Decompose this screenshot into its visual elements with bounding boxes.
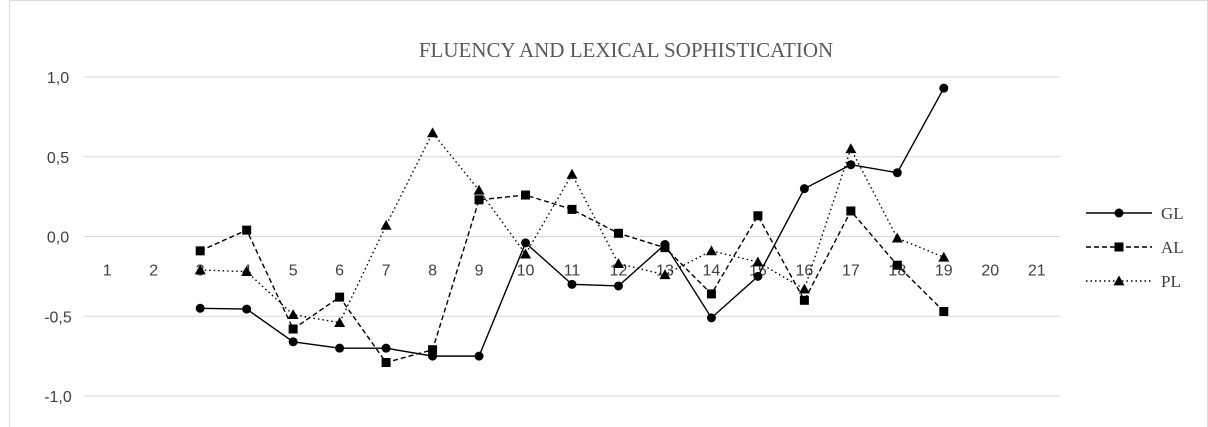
y-tick-label: 1,0 xyxy=(47,70,69,87)
x-tick-label: 20 xyxy=(981,263,999,280)
x-tick-label: 21 xyxy=(1028,263,1046,280)
y-tick-label: -1,0 xyxy=(44,389,72,406)
x-tick-label: 16 xyxy=(795,263,813,280)
data-point-pl xyxy=(520,248,532,259)
data-point-pl xyxy=(380,219,392,230)
data-point-al xyxy=(335,292,345,302)
legend-marker-gl xyxy=(1114,208,1124,218)
data-point-gl xyxy=(335,343,345,353)
data-point-al xyxy=(474,195,484,205)
x-tick-label: 5 xyxy=(289,263,298,280)
x-tick-label: 7 xyxy=(382,263,391,280)
data-point-al xyxy=(799,295,809,305)
series-group xyxy=(194,83,950,368)
data-point-pl xyxy=(752,256,764,267)
data-point-pl xyxy=(427,127,439,138)
data-point-al xyxy=(660,243,670,253)
legend: GL AL PL xyxy=(1086,204,1184,291)
y-tick-label: -0,5 xyxy=(44,309,72,326)
legend-item-gl: GL xyxy=(1086,204,1184,223)
legend-label-gl: GL xyxy=(1161,204,1184,223)
legend-item-pl: PL xyxy=(1086,272,1181,291)
data-point-pl xyxy=(241,266,253,276)
x-tick-label: 19 xyxy=(935,263,953,280)
data-point-al xyxy=(195,246,205,256)
data-point-al xyxy=(613,228,623,238)
data-point-gl xyxy=(613,281,623,291)
x-tick-label: 9 xyxy=(475,263,484,280)
data-point-al xyxy=(846,206,856,216)
y-tick-label: 0,0 xyxy=(47,230,69,247)
x-tick-label: 1 xyxy=(103,263,112,280)
data-point-al xyxy=(892,260,902,270)
data-point-pl xyxy=(334,317,346,328)
data-point-pl xyxy=(194,264,206,275)
data-point-al xyxy=(567,204,577,214)
y-axis-ticks: 1,0 0,5 0,0 -0,5 -1,0 xyxy=(44,70,72,406)
data-point-pl xyxy=(938,251,950,262)
x-tick-label: 14 xyxy=(703,263,721,280)
data-point-al xyxy=(521,190,531,200)
legend-item-al: AL xyxy=(1086,238,1184,257)
data-point-gl xyxy=(242,304,252,314)
data-point-pl xyxy=(798,283,810,294)
data-point-al xyxy=(753,211,763,221)
series-line-al xyxy=(199,194,945,364)
data-point-pl xyxy=(566,168,578,179)
data-point-pl xyxy=(891,232,903,243)
data-point-gl xyxy=(381,343,391,353)
x-tick-label: 10 xyxy=(517,263,535,280)
data-point-al xyxy=(381,358,391,368)
series-gl xyxy=(195,83,949,361)
x-tick-label: 2 xyxy=(149,263,158,280)
legend-label-pl: PL xyxy=(1161,272,1181,291)
data-point-gl xyxy=(521,238,531,248)
data-point-pl xyxy=(659,269,671,280)
data-point-al xyxy=(288,324,298,334)
gridlines xyxy=(84,76,1060,397)
x-tick-label: 8 xyxy=(428,263,437,280)
y-tick-label: 0,5 xyxy=(47,150,69,167)
data-point-gl xyxy=(892,168,902,178)
legend-marker-al xyxy=(1114,242,1124,252)
data-point-gl xyxy=(939,83,949,93)
data-point-al xyxy=(428,345,438,355)
data-point-pl xyxy=(845,143,857,154)
chart-title: FLUENCY AND LEXICAL SOPHISTICATION xyxy=(419,38,833,62)
data-point-pl xyxy=(705,245,717,256)
data-point-gl xyxy=(846,160,856,170)
x-axis-ticks: 123456789101112131415161718192021 xyxy=(103,263,1046,280)
data-point-gl xyxy=(195,303,205,313)
x-tick-label: 11 xyxy=(564,263,581,280)
data-point-gl xyxy=(753,271,763,281)
legend-label-al: AL xyxy=(1161,238,1184,257)
data-point-pl xyxy=(612,258,624,269)
legend-marker-pl xyxy=(1113,275,1125,286)
x-tick-label: 17 xyxy=(842,263,860,280)
series-pl xyxy=(194,127,950,328)
data-point-pl xyxy=(473,184,485,195)
series-al xyxy=(195,190,949,368)
chart-border xyxy=(9,0,1208,427)
data-point-gl xyxy=(567,279,577,289)
data-point-al xyxy=(939,306,949,316)
x-tick-label: 6 xyxy=(335,263,344,280)
data-point-al xyxy=(242,225,252,235)
data-point-gl xyxy=(288,337,298,347)
data-point-gl xyxy=(799,184,809,194)
data-point-pl xyxy=(287,309,299,320)
data-point-al xyxy=(706,289,716,299)
data-point-gl xyxy=(474,351,484,361)
data-point-gl xyxy=(706,313,716,323)
